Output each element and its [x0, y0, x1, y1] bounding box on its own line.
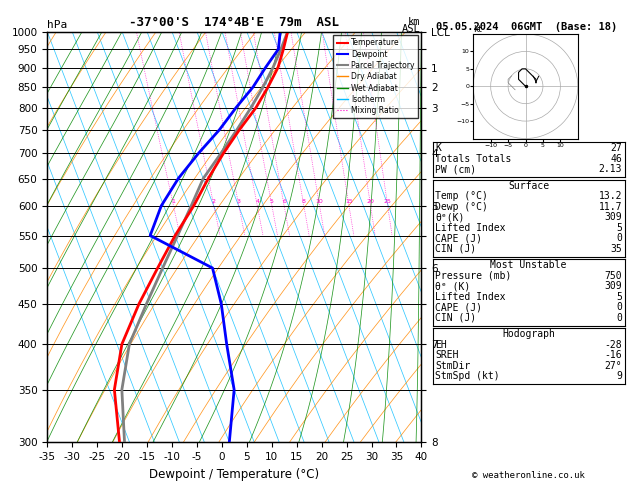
Text: Most Unstable: Most Unstable [491, 260, 567, 270]
Text: EH: EH [435, 340, 447, 350]
Text: 13.2: 13.2 [599, 191, 622, 201]
Text: CAPE (J): CAPE (J) [435, 302, 482, 312]
Text: Temp (°C): Temp (°C) [435, 191, 488, 201]
Text: Lifted Index: Lifted Index [435, 292, 506, 302]
Text: 27: 27 [610, 143, 622, 153]
Text: 27°: 27° [604, 361, 622, 371]
Text: CIN (J): CIN (J) [435, 312, 476, 323]
Text: CAPE (J): CAPE (J) [435, 233, 482, 243]
Text: SREH: SREH [435, 350, 459, 360]
Text: 2.13: 2.13 [599, 164, 622, 174]
Text: StmDir: StmDir [435, 361, 470, 371]
Text: K: K [435, 143, 441, 153]
Text: Hodograph: Hodograph [502, 330, 555, 339]
Text: -16: -16 [604, 350, 622, 360]
Text: PW (cm): PW (cm) [435, 164, 476, 174]
Text: 10: 10 [316, 199, 323, 204]
Text: 15: 15 [345, 199, 353, 204]
Text: 05.05.2024  06GMT  (Base: 18): 05.05.2024 06GMT (Base: 18) [437, 22, 618, 32]
Text: Totals Totals: Totals Totals [435, 154, 511, 164]
Text: hPa: hPa [47, 20, 67, 30]
Text: 1: 1 [172, 199, 175, 204]
Text: Dewp (°C): Dewp (°C) [435, 202, 488, 212]
Text: 3: 3 [237, 199, 241, 204]
Text: 750: 750 [604, 271, 622, 281]
Legend: Temperature, Dewpoint, Parcel Trajectory, Dry Adiabat, Wet Adiabat, Isotherm, Mi: Temperature, Dewpoint, Parcel Trajectory… [333, 35, 418, 118]
Text: 0: 0 [616, 312, 622, 323]
Text: 5: 5 [616, 292, 622, 302]
Text: 11.7: 11.7 [599, 202, 622, 212]
Text: 6: 6 [282, 199, 286, 204]
Text: 309: 309 [604, 281, 622, 291]
Text: Lifted Index: Lifted Index [435, 223, 506, 233]
Text: CIN (J): CIN (J) [435, 243, 476, 254]
Text: 0: 0 [616, 233, 622, 243]
Text: 9: 9 [616, 371, 622, 381]
Text: 5: 5 [616, 223, 622, 233]
Text: 2: 2 [212, 199, 216, 204]
Text: θᵉ(K): θᵉ(K) [435, 212, 465, 222]
Text: ASL: ASL [401, 24, 420, 34]
X-axis label: Dewpoint / Temperature (°C): Dewpoint / Temperature (°C) [149, 468, 320, 481]
Text: 46: 46 [610, 154, 622, 164]
Text: km: km [408, 17, 420, 27]
Text: 25: 25 [384, 199, 392, 204]
Text: © weatheronline.co.uk: © weatheronline.co.uk [472, 471, 585, 480]
Text: -28: -28 [604, 340, 622, 350]
Text: kt: kt [473, 25, 482, 34]
Text: 5: 5 [270, 199, 274, 204]
Text: 20: 20 [367, 199, 374, 204]
Text: θᵉ (K): θᵉ (K) [435, 281, 470, 291]
Text: 35: 35 [610, 243, 622, 254]
Text: 309: 309 [604, 212, 622, 222]
Text: StmSpd (kt): StmSpd (kt) [435, 371, 500, 381]
Text: 0: 0 [616, 302, 622, 312]
Text: 8: 8 [302, 199, 306, 204]
Text: Surface: Surface [508, 181, 549, 191]
Text: Pressure (mb): Pressure (mb) [435, 271, 511, 281]
Text: 4: 4 [255, 199, 259, 204]
Title: -37°00'S  174°4B'E  79m  ASL: -37°00'S 174°4B'E 79m ASL [130, 16, 339, 29]
